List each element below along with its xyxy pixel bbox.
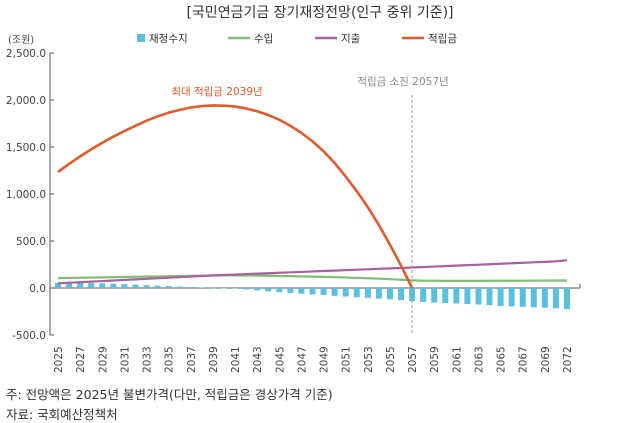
source-note: 자료: 국회예산정책처 <box>6 407 118 422</box>
x-tick-label: 2061 <box>451 346 463 373</box>
bar-2047 <box>298 288 305 294</box>
bar-2072 <box>564 288 570 310</box>
legend: 재정수지 수입 지출 적립금 <box>137 32 457 45</box>
bar-2046 <box>287 288 294 293</box>
y-tick-label: 2,000.0 <box>6 95 46 107</box>
legend-swatch-재정수지 <box>137 34 145 42</box>
bar-2028 <box>88 283 95 288</box>
bar-2030 <box>110 283 117 288</box>
bar-2054 <box>375 288 382 299</box>
bar-2041 <box>232 288 239 289</box>
bar-2051 <box>342 288 349 297</box>
bar-2063 <box>475 288 482 305</box>
x-tick-label: 2059 <box>429 346 441 373</box>
x-tick-label: 2063 <box>473 346 485 373</box>
bar-2069 <box>541 288 548 308</box>
bar-2049 <box>320 288 327 296</box>
x-tick-label: 2025 <box>53 346 65 373</box>
bar-2053 <box>364 288 371 298</box>
y-tick-label: 0.0 <box>29 283 46 295</box>
legend-label-재정수지: 재정수지 <box>149 33 188 45</box>
bar-2058 <box>420 288 427 302</box>
x-tick-label: 2037 <box>186 346 198 373</box>
bar-2045 <box>276 288 283 293</box>
bar-2062 <box>464 288 471 304</box>
x-tick-label: 2035 <box>164 346 176 373</box>
bar-2052 <box>353 288 360 298</box>
bar-2027 <box>77 282 84 288</box>
x-tick-label: 2051 <box>341 346 353 373</box>
annotation-max-fund: 최대 적립금 2039년 <box>171 85 262 98</box>
bar-2043 <box>254 288 261 291</box>
x-tick-label: 2053 <box>363 346 375 373</box>
bar-2067 <box>519 288 526 307</box>
bar-2040 <box>220 288 227 289</box>
bar-series <box>55 282 570 310</box>
bar-2033 <box>143 285 150 288</box>
y-tick-label: -500.0 <box>12 330 46 342</box>
x-tick-label: 2045 <box>274 346 286 373</box>
line-지출 <box>57 259 568 285</box>
bar-2066 <box>508 288 515 307</box>
x-tick-label: 2057 <box>407 346 419 373</box>
bar-2038 <box>198 287 205 288</box>
bar-2034 <box>154 285 161 288</box>
x-tick-label: 2029 <box>97 346 109 373</box>
bar-2029 <box>99 283 106 288</box>
y-tick-label: 1,000.0 <box>6 189 46 201</box>
bar-2056 <box>398 288 405 301</box>
x-tick-label: 2027 <box>75 346 87 373</box>
y-tick-label: 2,500.0 <box>6 48 46 60</box>
legend-label-지출: 지출 <box>341 33 361 45</box>
legend-label-수입: 수입 <box>254 32 273 45</box>
x-tick-label: 2067 <box>518 346 530 373</box>
annotations: 최대 적립금 2039년 적립금 소진 2057년 <box>171 75 449 335</box>
line-수입 <box>57 274 567 282</box>
bar-2042 <box>243 288 250 290</box>
bar-2061 <box>453 288 460 304</box>
x-tick-label: 2039 <box>208 346 220 373</box>
bar-2064 <box>486 288 493 306</box>
x-tick-label: 2033 <box>142 346 154 373</box>
bar-2055 <box>386 288 393 300</box>
x-tick-label: 2072 <box>562 346 574 373</box>
line-series <box>57 104 568 289</box>
bar-2065 <box>497 288 504 306</box>
annotation-fund-depletion: 적립금 소진 2057년 <box>357 75 448 88</box>
bar-2060 <box>442 288 449 304</box>
bar-2039 <box>209 287 216 289</box>
x-tick-label: 2065 <box>496 346 508 373</box>
y-tick-label: 500.0 <box>16 236 46 248</box>
bar-2026 <box>66 282 73 288</box>
bar-2035 <box>165 286 172 288</box>
x-tick-label: 2031 <box>119 346 131 373</box>
chart-title: [국민연금기금 장기재정전망(인구 중위 기준)] <box>186 5 453 21</box>
bar-2037 <box>187 287 194 288</box>
x-tick-label: 2069 <box>540 346 552 373</box>
bar-2070 <box>552 288 559 309</box>
footnote: 주: 전망액은 2025년 불변가격(다만, 적립금은 경상가격 기준) <box>6 387 333 402</box>
bar-2068 <box>530 288 537 308</box>
bar-2025 <box>55 282 61 288</box>
bar-2059 <box>431 288 438 303</box>
bar-2044 <box>265 288 272 292</box>
x-tick-label: 2041 <box>230 346 242 373</box>
line-적립금 <box>57 104 414 289</box>
y-tick-label: 1,500.0 <box>6 142 46 154</box>
x-tick-label: 2055 <box>385 346 397 373</box>
bar-2032 <box>132 284 139 288</box>
bar-2031 <box>121 284 128 288</box>
bar-2036 <box>176 286 183 288</box>
bar-2050 <box>331 288 338 296</box>
x-tick-label: 2049 <box>319 346 331 373</box>
legend-label-적립금: 적립금 <box>428 32 457 45</box>
x-tick-label: 2043 <box>252 346 264 373</box>
axes: 2,500.0 2,000.0 1,500.0 1,000.0 500.0 0.0 -500… <box>6 48 581 373</box>
bar-2057 <box>409 288 416 302</box>
y-axis-unit: (조원) <box>8 34 34 46</box>
x-tick-label: 2047 <box>296 346 308 373</box>
bar-2048 <box>309 288 316 295</box>
